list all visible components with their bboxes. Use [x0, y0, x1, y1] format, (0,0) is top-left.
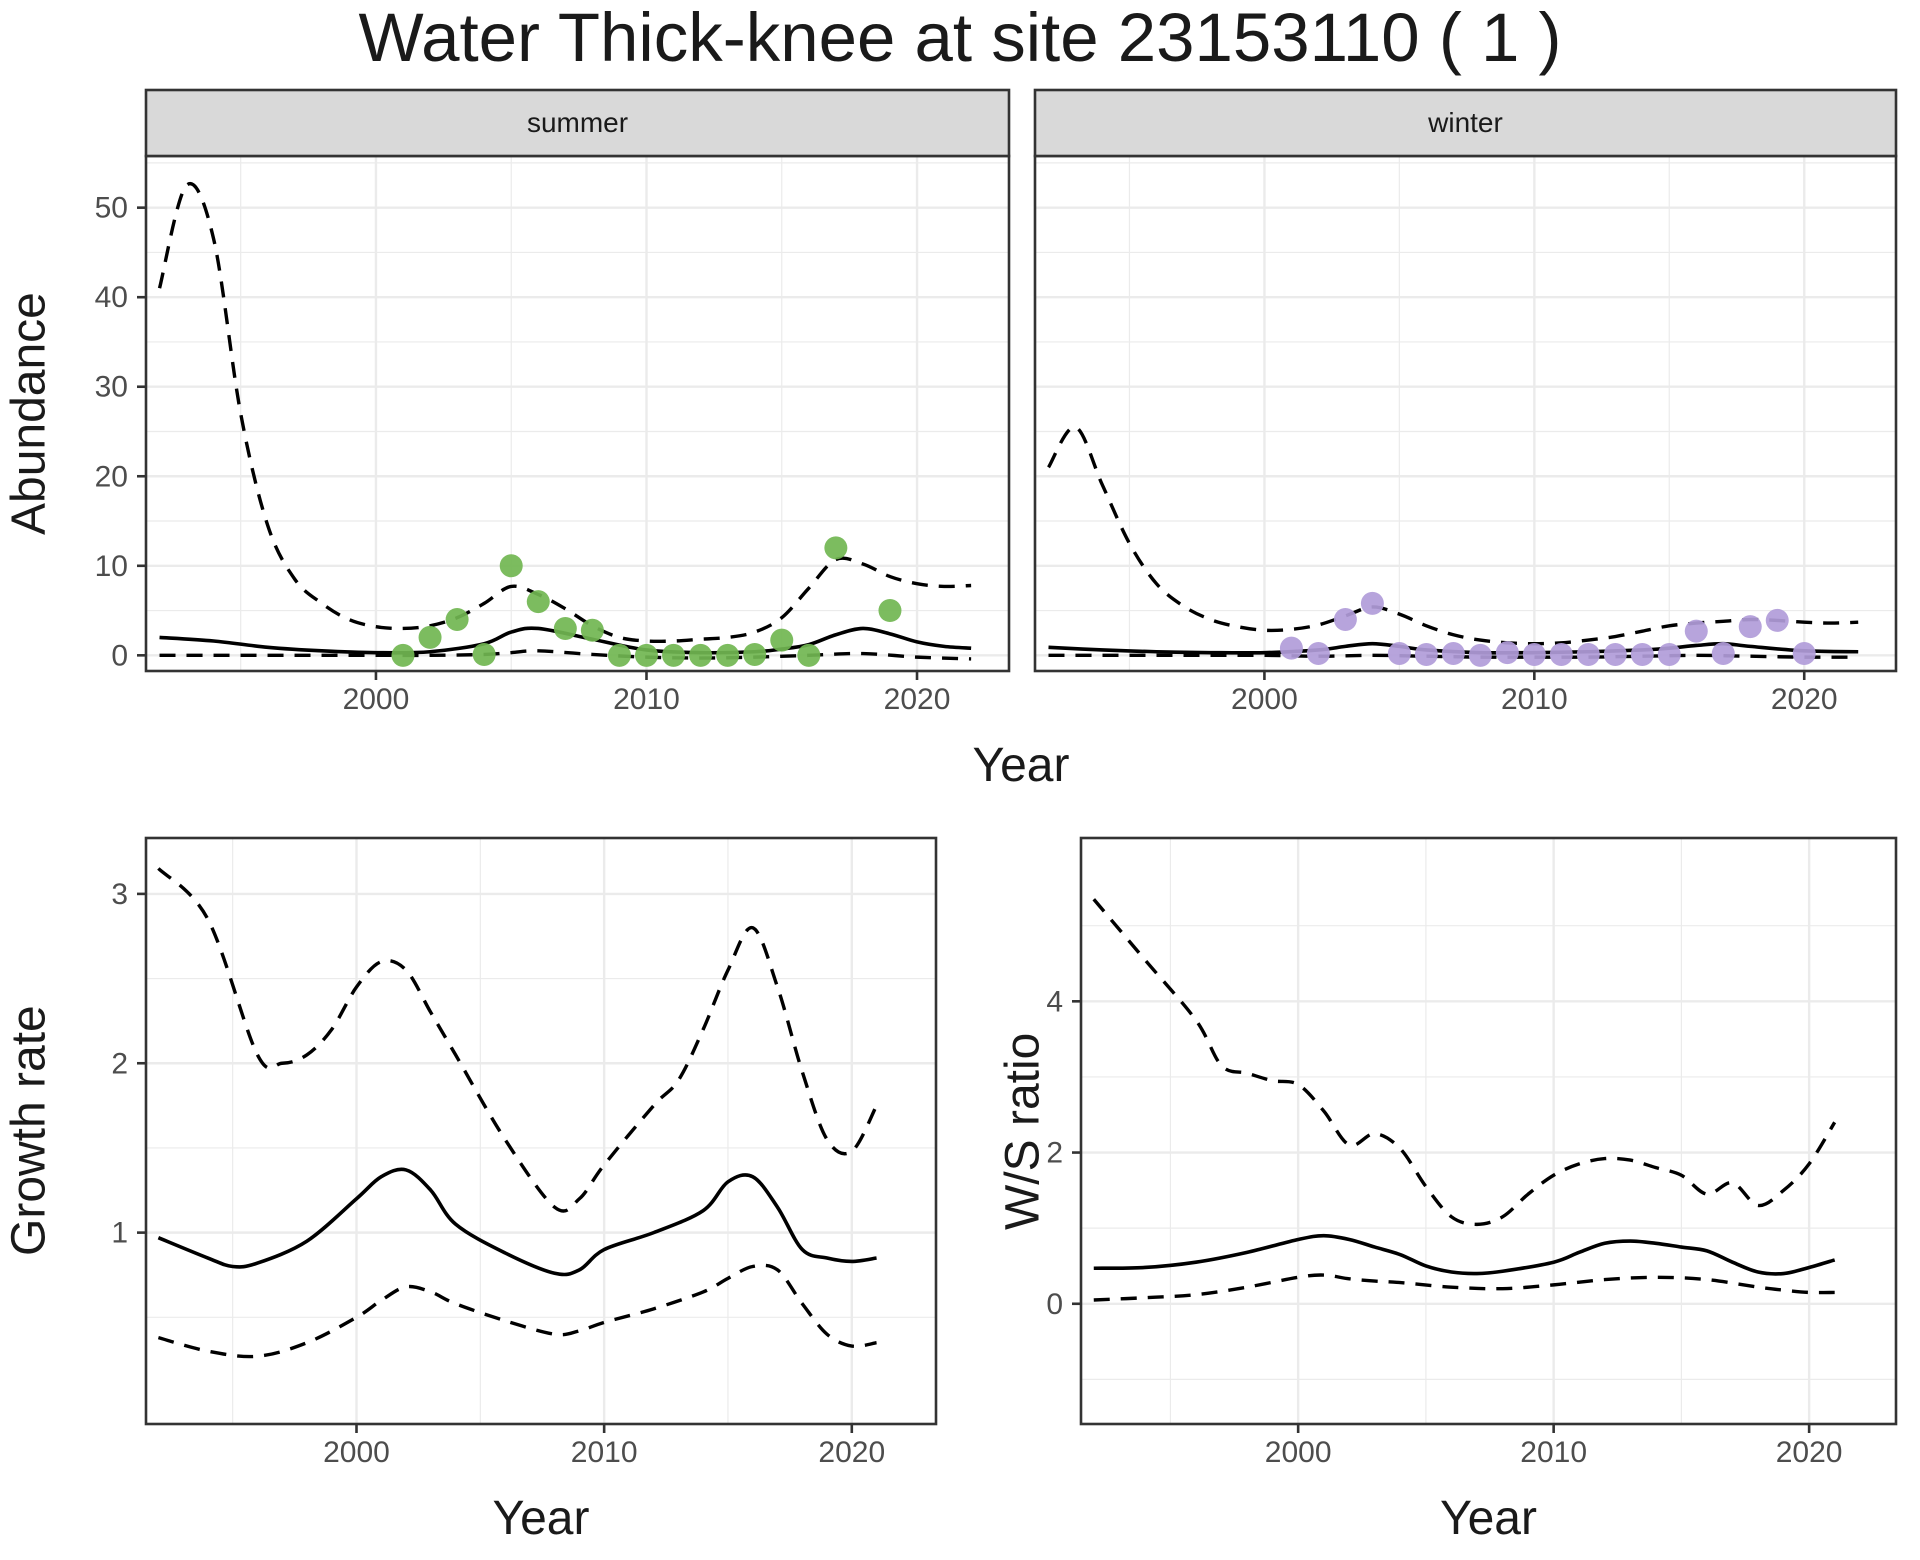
- svg-text:50: 50: [95, 192, 128, 225]
- svg-text:2000: 2000: [343, 683, 410, 716]
- svg-text:2000: 2000: [1231, 683, 1298, 716]
- svg-text:1: 1: [111, 1217, 128, 1250]
- svg-text:2000: 2000: [323, 1436, 390, 1469]
- svg-text:winter: winter: [1427, 107, 1503, 138]
- svg-text:2: 2: [111, 1047, 128, 1080]
- svg-text:30: 30: [95, 371, 128, 404]
- svg-text:40: 40: [95, 281, 128, 314]
- svg-text:2020: 2020: [1771, 683, 1838, 716]
- svg-text:10: 10: [95, 550, 128, 583]
- svg-text:2010: 2010: [1520, 1436, 1587, 1469]
- svg-text:2020: 2020: [1776, 1436, 1843, 1469]
- svg-text:4: 4: [1046, 985, 1063, 1018]
- svg-text:2010: 2010: [613, 683, 680, 716]
- svg-text:3: 3: [111, 878, 128, 911]
- svg-text:2010: 2010: [1501, 683, 1568, 716]
- svg-text:2000: 2000: [1265, 1436, 1332, 1469]
- svg-text:summer: summer: [527, 107, 628, 138]
- svg-text:2010: 2010: [571, 1436, 638, 1469]
- svg-text:0: 0: [1046, 1288, 1063, 1321]
- svg-text:2020: 2020: [818, 1436, 885, 1469]
- svg-text:2020: 2020: [884, 683, 951, 716]
- svg-text:0: 0: [111, 639, 128, 672]
- svg-text:20: 20: [95, 460, 128, 493]
